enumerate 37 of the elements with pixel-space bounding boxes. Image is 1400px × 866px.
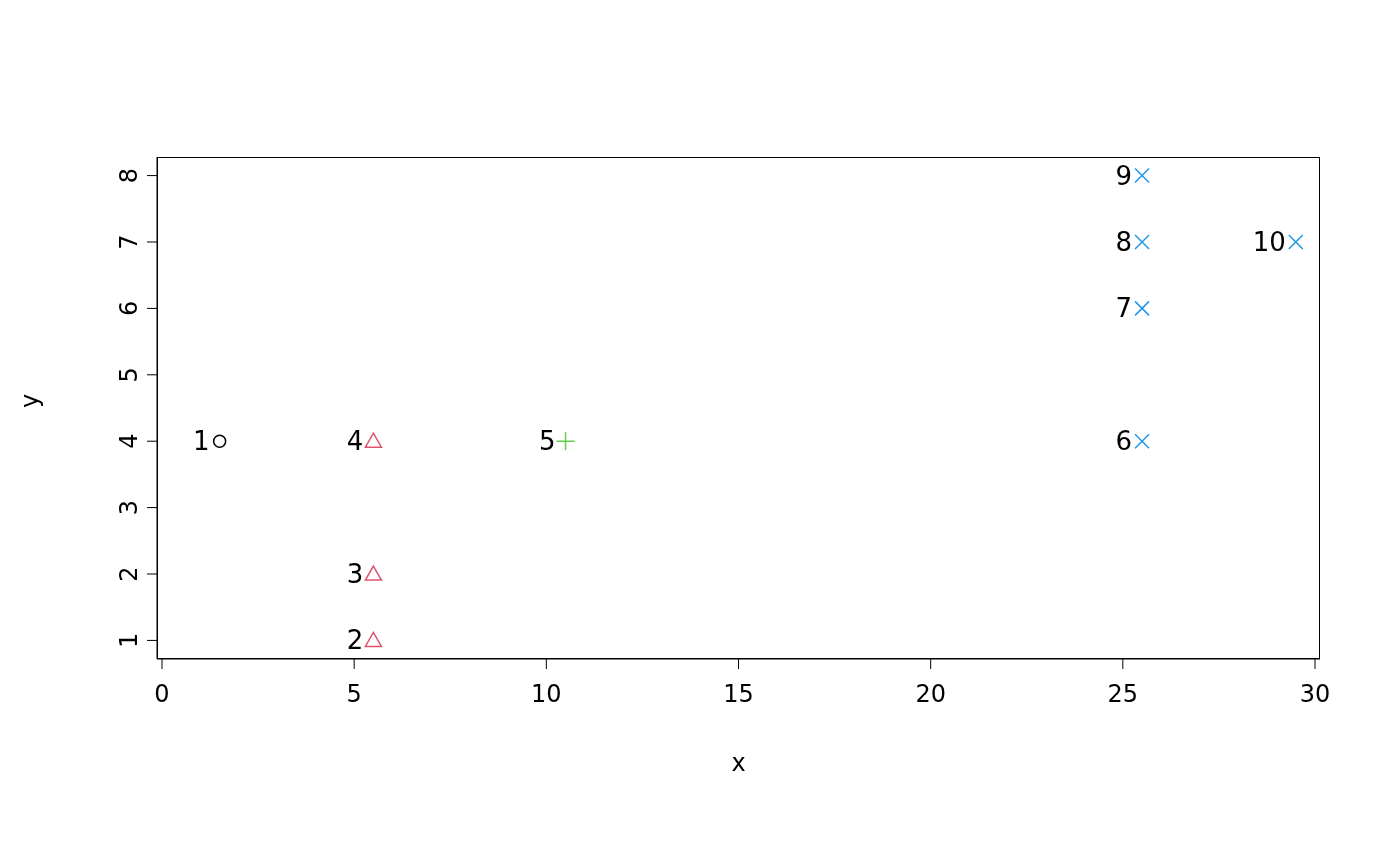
x-tick-label: 30 <box>1299 680 1331 709</box>
annotation: 5 <box>539 426 556 457</box>
y-tick-label: 6 <box>115 300 143 317</box>
point <box>1134 300 1150 317</box>
x-axis-title: x <box>731 749 746 777</box>
point <box>364 432 383 448</box>
x-tick-label: 20 <box>915 680 946 709</box>
y-axis-title: y <box>15 393 44 408</box>
x-tick-label: 25 <box>1107 680 1139 709</box>
y-tick-label: 3 <box>115 499 143 516</box>
annotation: 7 <box>1115 293 1133 324</box>
x-tick-label: 10 <box>531 680 562 709</box>
y-tick-label: 1 <box>115 632 143 649</box>
point <box>1134 433 1150 449</box>
point <box>555 431 576 451</box>
point <box>1288 234 1304 250</box>
point <box>364 565 383 581</box>
point <box>1134 234 1150 250</box>
y-tick-label: 4 <box>115 433 143 449</box>
annotation: 10 <box>1252 226 1286 257</box>
x-tick-label: 5 <box>346 680 362 709</box>
annotation: 3 <box>346 559 364 590</box>
x-tick-label: 0 <box>154 680 170 709</box>
x-tick-label: 15 <box>723 680 754 709</box>
annotation: 1 <box>193 426 210 457</box>
point <box>212 434 227 448</box>
annotation: 6 <box>1115 426 1133 457</box>
point <box>1134 167 1150 184</box>
annotation: 9 <box>1115 160 1133 191</box>
annotation: 2 <box>346 625 364 656</box>
annotation: 4 <box>346 426 364 457</box>
y-tick-label: 7 <box>115 234 143 250</box>
point <box>364 631 383 648</box>
y-tick-label: 8 <box>115 167 143 184</box>
y-tick-label: 2 <box>115 566 143 582</box>
annotation: 8 <box>1115 226 1133 257</box>
y-tick-label: 5 <box>115 367 143 383</box>
